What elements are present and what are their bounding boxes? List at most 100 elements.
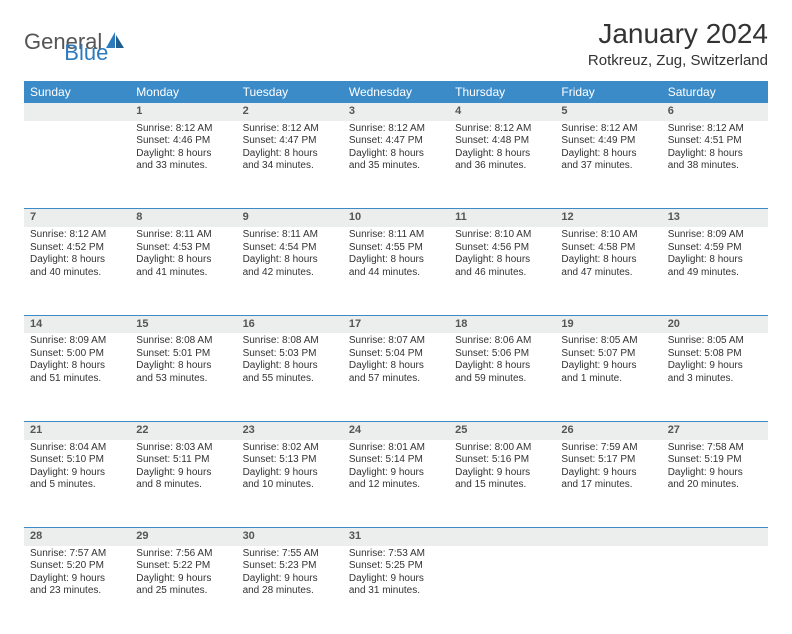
day-info-line: Sunset: 5:14 PM — [349, 454, 443, 467]
week-row: Sunrise: 8:04 AMSunset: 5:10 PMDaylight:… — [24, 440, 768, 528]
day-info-line: Daylight: 9 hours — [136, 573, 230, 586]
week-row: Sunrise: 8:12 AMSunset: 4:52 PMDaylight:… — [24, 227, 768, 315]
day-number-cell: 19 — [555, 315, 661, 333]
day-info-line: Sunset: 4:48 PM — [455, 135, 549, 148]
day-number-cell: 11 — [449, 209, 555, 227]
day-info-line: Daylight: 8 hours — [136, 360, 230, 373]
day-info-line: and 47 minutes. — [561, 267, 655, 280]
daynum-row: 78910111213 — [24, 209, 768, 227]
weekday-header-row: Sunday Monday Tuesday Wednesday Thursday… — [24, 81, 768, 103]
day-number-cell: 21 — [24, 421, 130, 439]
day-body-cell: Sunrise: 8:12 AMSunset: 4:47 PMDaylight:… — [237, 121, 343, 209]
day-number-cell — [24, 103, 130, 121]
day-info-line: Sunrise: 8:11 AM — [136, 229, 230, 242]
day-info-line: Sunset: 4:51 PM — [668, 135, 762, 148]
day-info-line: and 55 minutes. — [243, 373, 337, 386]
day-info-line: Sunset: 5:22 PM — [136, 560, 230, 573]
day-number-cell: 15 — [130, 315, 236, 333]
day-info-line: Daylight: 8 hours — [668, 148, 762, 161]
header: General Blue January 2024 Rotkreuz, Zug,… — [24, 18, 768, 69]
day-body-cell: Sunrise: 7:57 AMSunset: 5:20 PMDaylight:… — [24, 546, 130, 634]
day-info-line: Daylight: 9 hours — [349, 573, 443, 586]
day-info-line: Daylight: 8 hours — [136, 254, 230, 267]
day-number-cell: 10 — [343, 209, 449, 227]
day-number-cell: 18 — [449, 315, 555, 333]
day-body-cell: Sunrise: 8:03 AMSunset: 5:11 PMDaylight:… — [130, 440, 236, 528]
day-info-line: Sunrise: 7:53 AM — [349, 548, 443, 561]
day-info-line: Sunrise: 8:10 AM — [561, 229, 655, 242]
day-body-cell — [449, 546, 555, 634]
day-info-line: Sunrise: 8:11 AM — [243, 229, 337, 242]
day-body-cell: Sunrise: 8:10 AMSunset: 4:58 PMDaylight:… — [555, 227, 661, 315]
day-info-line: Daylight: 9 hours — [561, 360, 655, 373]
day-body-cell: Sunrise: 7:56 AMSunset: 5:22 PMDaylight:… — [130, 546, 236, 634]
day-info-line: Sunset: 5:00 PM — [30, 348, 124, 361]
month-title: January 2024 — [588, 18, 768, 50]
day-info-line: Sunrise: 8:11 AM — [349, 229, 443, 242]
weekday-header: Sunday — [24, 81, 130, 103]
location: Rotkreuz, Zug, Switzerland — [588, 52, 768, 69]
day-info-line: Sunset: 4:47 PM — [243, 135, 337, 148]
day-info-line: Sunset: 4:52 PM — [30, 242, 124, 255]
day-info-line: Daylight: 8 hours — [30, 254, 124, 267]
logo: General Blue — [24, 18, 108, 66]
weekday-header: Wednesday — [343, 81, 449, 103]
day-info-line: and 38 minutes. — [668, 160, 762, 173]
day-info-line: and 5 minutes. — [30, 479, 124, 492]
day-number-cell: 30 — [237, 528, 343, 546]
day-info-line: and 41 minutes. — [136, 267, 230, 280]
day-number-cell: 27 — [662, 421, 768, 439]
day-info-line: and 33 minutes. — [136, 160, 230, 173]
day-info-line: Daylight: 8 hours — [455, 254, 549, 267]
day-number-cell: 2 — [237, 103, 343, 121]
day-info-line: and 49 minutes. — [668, 267, 762, 280]
week-row: Sunrise: 7:57 AMSunset: 5:20 PMDaylight:… — [24, 546, 768, 634]
day-info-line: Sunset: 5:04 PM — [349, 348, 443, 361]
day-info-line: and 57 minutes. — [349, 373, 443, 386]
day-body-cell: Sunrise: 8:12 AMSunset: 4:47 PMDaylight:… — [343, 121, 449, 209]
day-info-line: Sunrise: 8:09 AM — [30, 335, 124, 348]
daynum-row: 28293031 — [24, 528, 768, 546]
day-number-cell — [449, 528, 555, 546]
day-body-cell: Sunrise: 8:08 AMSunset: 5:01 PMDaylight:… — [130, 333, 236, 421]
day-body-cell — [24, 121, 130, 209]
day-info-line: Sunset: 5:01 PM — [136, 348, 230, 361]
day-info-line: Sunset: 4:56 PM — [455, 242, 549, 255]
day-info-line: Daylight: 9 hours — [668, 360, 762, 373]
day-number-cell: 20 — [662, 315, 768, 333]
week-row: Sunrise: 8:09 AMSunset: 5:00 PM Daylight:… — [24, 333, 768, 421]
day-number-cell: 31 — [343, 528, 449, 546]
day-info-line: Daylight: 8 hours — [349, 254, 443, 267]
day-info-line: Sunrise: 8:12 AM — [243, 123, 337, 136]
day-number-cell: 9 — [237, 209, 343, 227]
day-body-cell: Sunrise: 8:05 AMSunset: 5:07 PMDaylight:… — [555, 333, 661, 421]
day-info-line: Daylight: 9 hours — [349, 467, 443, 480]
day-info-line: Daylight: 8 hours — [243, 360, 337, 373]
day-body-cell — [662, 546, 768, 634]
day-body-cell: Sunrise: 8:00 AMSunset: 5:16 PMDaylight:… — [449, 440, 555, 528]
day-info-line: Sunset: 4:53 PM — [136, 242, 230, 255]
day-number-cell — [662, 528, 768, 546]
day-body-cell: Sunrise: 8:08 AMSunset: 5:03 PMDaylight:… — [237, 333, 343, 421]
daynum-row: 21222324252627 — [24, 421, 768, 439]
day-info-line: and 31 minutes. — [349, 585, 443, 598]
day-info-line: and 25 minutes. — [136, 585, 230, 598]
day-info-line: Daylight: 8 hours — [561, 148, 655, 161]
day-number-cell: 1 — [130, 103, 236, 121]
week-row: Sunrise: 8:12 AMSunset: 4:46 PMDaylight:… — [24, 121, 768, 209]
day-body-cell: Sunrise: 8:11 AMSunset: 4:54 PMDaylight:… — [237, 227, 343, 315]
day-info-line: Daylight: 8 hours — [561, 254, 655, 267]
daynum-row: 14151617181920 — [24, 315, 768, 333]
day-info-line: Sunrise: 7:55 AM — [243, 548, 337, 561]
day-number-cell: 8 — [130, 209, 236, 227]
day-info-line: and 23 minutes. — [30, 585, 124, 598]
day-number-cell: 29 — [130, 528, 236, 546]
day-number-cell: 25 — [449, 421, 555, 439]
day-info-line: Sunset: 4:54 PM — [243, 242, 337, 255]
day-info-line: Sunrise: 8:12 AM — [30, 229, 124, 242]
day-body-cell: Sunrise: 8:02 AMSunset: 5:13 PMDaylight:… — [237, 440, 343, 528]
day-info-line: Sunset: 5:17 PM — [561, 454, 655, 467]
day-body-cell: Sunrise: 7:55 AMSunset: 5:23 PMDaylight:… — [237, 546, 343, 634]
day-info-line: Sunset: 5:20 PM — [30, 560, 124, 573]
day-info-line: Sunset: 5:03 PM — [243, 348, 337, 361]
